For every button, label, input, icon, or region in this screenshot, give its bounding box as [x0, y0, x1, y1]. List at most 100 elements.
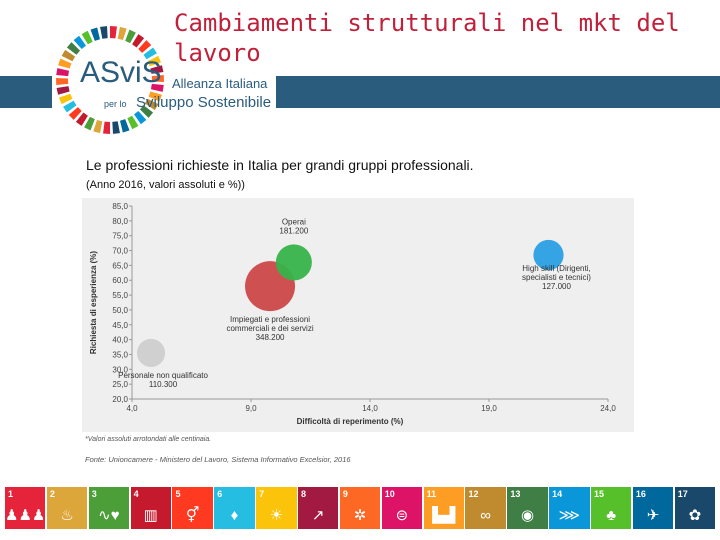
sun-icon: ☀ — [269, 507, 284, 524]
logo-ring-segment — [58, 58, 72, 69]
logo-ring-segment — [103, 121, 110, 134]
sdg-number: 4 — [133, 489, 139, 499]
logo-ring-segment — [134, 111, 147, 125]
logo-ring-segment — [150, 83, 164, 92]
sdg-tile-14: 14 ⋙ — [549, 487, 590, 529]
gender-icon: ⚥ — [185, 507, 200, 524]
sdg-tile-6: 6 ♦ — [214, 487, 255, 529]
logo-ring-segment — [112, 121, 120, 134]
sdg-number: 13 — [510, 489, 521, 499]
bubble-point — [275, 244, 312, 281]
sdg-number: 8 — [301, 489, 307, 499]
y-tick-label: 70,0 — [112, 247, 128, 256]
sdg-number: 10 — [384, 489, 395, 499]
chart-subtitle: Le professioni richieste in Italia per g… — [86, 157, 474, 173]
y-tick-label: 75,0 — [112, 232, 128, 241]
logo-ring-segment — [63, 100, 77, 113]
bubble-value-label: 348.200 — [256, 333, 285, 342]
sdg-number: 7 — [259, 489, 265, 499]
asvis-logo: ASviS Alleanza Italiana per lo Sviluppo … — [52, 18, 278, 134]
sdg-tile-11: 11 ▙▟ — [423, 487, 464, 529]
sdg-number: 1 — [8, 489, 14, 499]
bowl-icon: ♨ — [60, 507, 74, 524]
eye-globe-icon: ◉ — [520, 507, 535, 524]
sdg-number: 15 — [594, 489, 605, 499]
y-axis-label: Richiesta di esperienza (%) — [89, 251, 98, 354]
logo-ring-segment — [148, 91, 162, 102]
y-tick-label: 60,0 — [112, 276, 128, 285]
bubble-label: Operai — [282, 217, 306, 226]
y-tick-label: 85,0 — [112, 202, 128, 211]
chart-subtitle-detail: (Anno 2016, valori assoluti e %)) — [86, 179, 245, 191]
sdg-tile-7: 7 ☀ — [256, 487, 297, 529]
sdg-number: 5 — [175, 489, 181, 499]
sdg-number: 11 — [426, 489, 437, 499]
sdg-tile-12: 12 ∞ — [465, 487, 506, 529]
sdg-number: 3 — [91, 489, 97, 499]
chart-source: Fonte: Unioncamere - Ministero del Lavor… — [85, 455, 351, 464]
logo-brand: ASviS — [80, 56, 162, 89]
y-tick-label: 20,0 — [112, 395, 128, 404]
sdg-tile-8: 8 ↗ — [298, 487, 339, 529]
bubble-label: commerciali e dei servizi — [226, 324, 313, 333]
sdg-tile-15: 15 ♣ — [591, 487, 632, 529]
logo-ring-segment — [93, 119, 103, 134]
asvis-logo-graphic: ASviS Alleanza Italiana per lo Sviluppo … — [56, 26, 271, 134]
bubble-chart-svg: 20,0 25,0 30,0 35,0 40,0 45,0 50,0 55,0 60,0 65,0… — [89, 202, 616, 426]
tree-icon: ♣ — [606, 507, 617, 524]
y-tick-label: 45,0 — [112, 321, 128, 330]
logo-ring-segment — [100, 26, 108, 39]
logo-line2-prefix: per lo — [104, 99, 127, 109]
infinity-icon: ∞ — [480, 507, 491, 524]
partnership-icon: ✿ — [688, 507, 702, 524]
cube-icon: ✲ — [353, 507, 367, 524]
logo-ring-segment — [84, 116, 95, 131]
logo-ring-segment — [56, 86, 70, 95]
y-tick-label: 35,0 — [112, 350, 128, 359]
logo-ring-segment — [58, 93, 73, 105]
y-tick-label: 40,0 — [112, 336, 128, 345]
logo-ring-segment — [81, 30, 93, 45]
logo-ring-segment — [56, 68, 70, 77]
logo-ring-segment — [132, 34, 145, 48]
logo-line1: Alleanza Italiana — [172, 76, 268, 91]
bubble-label: High skill (Dirigenti, — [522, 264, 590, 273]
logo-ring-segment — [61, 49, 76, 62]
y-tick-label: 65,0 — [112, 261, 128, 270]
bubble-label: Personale non qualificato — [118, 371, 208, 380]
sdg-tile-16: 16 ✈ — [632, 487, 674, 529]
sdg-tile-10: 10 ⊜ — [381, 487, 423, 529]
sdg-number: 17 — [677, 489, 688, 499]
x-tick-label: 4,0 — [126, 404, 138, 413]
logo-ring-segment — [125, 29, 136, 44]
logo-ring-segment — [110, 26, 117, 39]
logo-ring-segment — [138, 40, 152, 53]
heartbeat-icon: ∿♥ — [98, 507, 120, 524]
page-title: Cambiamenti strutturali nel mkt del lavo… — [174, 9, 680, 67]
bubble-value-label: 181.200 — [279, 226, 308, 235]
logo-ring-segment — [144, 98, 159, 111]
growth-chart-icon: ↗ — [311, 507, 325, 524]
x-tick-label: 24,0 — [600, 404, 616, 413]
x-tick-label: 9,0 — [245, 404, 257, 413]
y-tick-label: 55,0 — [112, 291, 128, 300]
logo-ring-segment — [150, 65, 164, 74]
sdg-number: 12 — [468, 489, 479, 499]
logo-ring-segment — [56, 78, 69, 85]
logo-line2-main: Sviluppo Sostenibile — [136, 94, 271, 111]
sdg-number: 16 — [635, 489, 646, 499]
bubble-label: Impiegati e professioni — [230, 315, 310, 324]
x-axis-label: Difficoltà di reperimento (%) — [297, 417, 404, 426]
bubble-value-label: 127.000 — [542, 282, 571, 291]
logo-ring-segment — [68, 107, 82, 120]
logo-ring-segment — [143, 47, 157, 60]
sdg-number: 14 — [552, 489, 563, 499]
sdg-number: 6 — [217, 489, 223, 499]
water-drop-icon: ♦ — [230, 507, 239, 524]
sdg-tile-1: 1 ♟♟♟ — [5, 487, 46, 529]
sdg-number: 2 — [49, 489, 55, 499]
logo-ring-segment — [127, 115, 139, 130]
logo-ring-segment — [75, 112, 88, 126]
header-bar-right — [276, 76, 720, 108]
x-tick-label: 14,0 — [362, 404, 378, 413]
